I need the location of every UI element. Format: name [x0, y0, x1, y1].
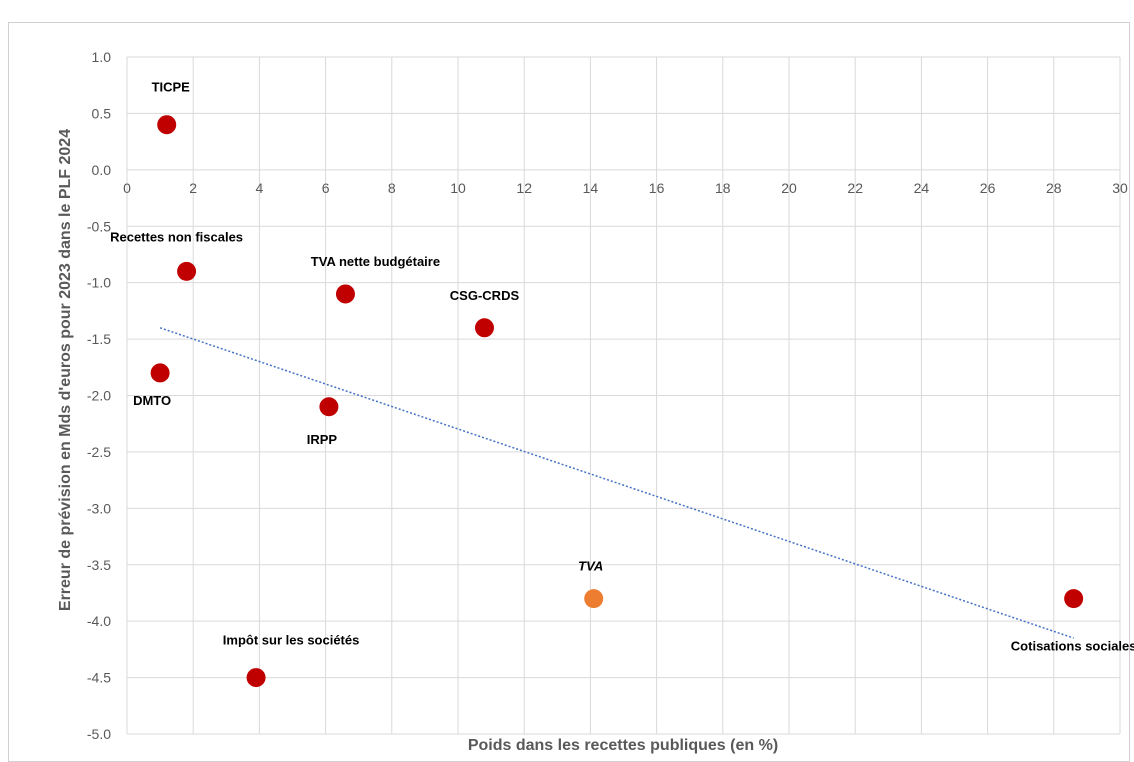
- y-tick-label: -5.0: [87, 726, 111, 742]
- data-point: [177, 261, 197, 281]
- trendline: [159, 327, 1074, 639]
- x-tick-label: 6: [322, 180, 330, 196]
- x-tick-label: 30: [1112, 180, 1128, 196]
- x-tick-label: 28: [1046, 180, 1062, 196]
- y-tick-label: -3.0: [87, 500, 111, 516]
- x-tick-label: 10: [450, 180, 466, 196]
- y-tick-label: 1.0: [92, 49, 112, 65]
- x-tick-label: 20: [781, 180, 797, 196]
- y-tick-label: -4.0: [87, 613, 111, 629]
- point-label: TICPE: [152, 80, 191, 95]
- y-tick-label: -4.5: [87, 670, 111, 686]
- x-axis-ticks: 0 2 4 6 8 10 12 14 16 18 20 22 24 26 28 30: [123, 180, 1128, 196]
- data-point: [150, 363, 170, 383]
- x-tick-label: 26: [980, 180, 996, 196]
- x-tick-label: 16: [649, 180, 665, 196]
- data-point: [335, 284, 355, 304]
- data-point: [474, 318, 494, 338]
- point-label: TVA: [578, 559, 603, 574]
- x-tick-label: 22: [847, 180, 863, 196]
- point-label: Cotisations sociales: [1011, 639, 1134, 654]
- x-tick-label: 4: [256, 180, 264, 196]
- x-tick-label: 18: [715, 180, 731, 196]
- y-tick-label: -1.0: [87, 275, 111, 291]
- data-point: [1064, 589, 1084, 609]
- y-tick-label: -0.5: [87, 218, 111, 234]
- y-tick-label: -2.0: [87, 388, 111, 404]
- chart-frame: [8, 22, 1130, 762]
- point-label: TVA nette budgétaire: [311, 254, 440, 269]
- y-axis-title: Erreur de prévision en Mds d'euros pour …: [57, 129, 74, 611]
- y-tick-label: -3.5: [87, 557, 111, 573]
- point-label: Recettes non fiscales: [110, 229, 243, 244]
- y-tick-label: 0.0: [92, 162, 112, 178]
- y-tick-label: -1.5: [87, 331, 111, 347]
- data-point: [584, 589, 604, 609]
- data-point: [157, 115, 177, 135]
- trendline-layer: [159, 327, 1074, 639]
- grid-lines: [126, 56, 1121, 735]
- point-labels: TICPE Recettes non fiscales DMTO TVA nette …: [110, 80, 1134, 654]
- x-tick-label: 12: [516, 180, 532, 196]
- point-label: CSG-CRDS: [450, 288, 520, 303]
- x-tick-label: 14: [583, 180, 599, 196]
- x-tick-label: 2: [189, 180, 197, 196]
- point-label: Impôt sur les sociétés: [223, 633, 360, 648]
- point-label: DMTO: [133, 393, 171, 408]
- y-axis-ticks: 1.0 0.5 0.0 -0.5 -1.0 -1.5 -2.0 -2.5 -3.0 -3.5 -4.…: [87, 49, 111, 742]
- x-tick-label: 0: [123, 180, 131, 196]
- x-tick-label: 8: [388, 180, 396, 196]
- point-label: IRPP: [307, 432, 338, 447]
- x-axis-title: Poids dans les recettes publiques (en %): [468, 737, 778, 754]
- data-point: [246, 668, 266, 688]
- y-tick-label: -2.5: [87, 444, 111, 460]
- x-tick-label: 24: [914, 180, 930, 196]
- y-tick-label: 0.5: [92, 105, 112, 121]
- data-points: [150, 115, 1084, 688]
- data-point: [319, 397, 339, 417]
